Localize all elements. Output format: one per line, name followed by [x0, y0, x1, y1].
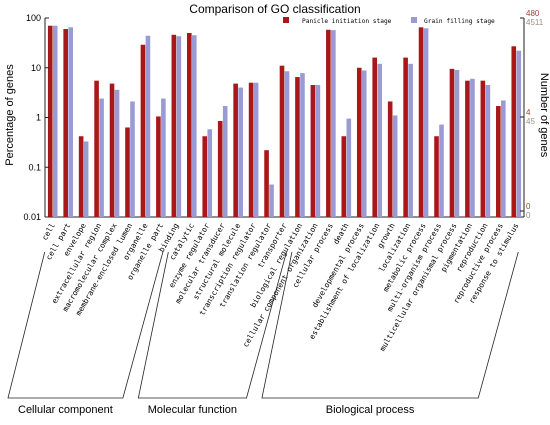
bar-grain-24: [423, 28, 429, 217]
bar-panicle-11: [217, 121, 223, 217]
bar-panicle-9: [186, 32, 192, 218]
bar-panicle-25: [434, 136, 439, 217]
chart-title: Comparison of GO classification: [189, 2, 360, 16]
legend-label-series-b: Grain filling stage: [424, 18, 495, 25]
group-label-2: Biological process: [326, 404, 415, 416]
left-axis-ticks: 0.01 0.1 1 10 100: [23, 13, 49, 222]
bar-panicle-16: [295, 77, 300, 217]
bar-grain-16: [300, 73, 305, 218]
bar-grain-26: [454, 70, 460, 217]
legend-label-series-a: Panicle initiation stage: [302, 18, 392, 25]
bar-grain-19: [346, 118, 352, 217]
bar-grain-28: [485, 85, 491, 217]
bar-grain-18: [331, 30, 336, 218]
bar-panicle-20: [356, 67, 362, 217]
bar-grain-21: [377, 63, 383, 218]
left-tick-label-1: 0.1: [28, 162, 41, 172]
bar-grain-17: [315, 85, 321, 217]
bar-grain-27: [470, 78, 475, 217]
bar-panicle-28: [480, 80, 486, 217]
legend-swatch-series-b: [411, 17, 417, 23]
bar-grain-9: [191, 35, 197, 217]
bar-grain-8: [176, 36, 182, 218]
bar-panicle-14: [264, 150, 269, 217]
bar-panicle-7: [156, 116, 161, 217]
group-bracket-2: [261, 251, 519, 399]
bar-panicle-0: [47, 25, 53, 218]
bar-grain-0: [52, 25, 58, 218]
bar-panicle-21: [372, 57, 378, 217]
bar-panicle-6: [140, 44, 146, 217]
bar-grain-12: [238, 87, 243, 217]
left-tick-label-4: 100: [26, 13, 41, 23]
legend: Panicle initiation stage Grain filling s…: [283, 17, 495, 25]
bar-grain-22: [392, 115, 398, 217]
bar-grain-5: [130, 101, 135, 217]
bar-grain-15: [284, 71, 290, 217]
right-tick-label-a-1: 4: [526, 108, 531, 117]
right-tick-label-a-2: 0: [526, 202, 531, 211]
bar-grain-11: [222, 106, 228, 217]
bar-panicle-5: [125, 127, 130, 217]
right-tick-label-b-0: 4511: [526, 18, 544, 27]
bar-panicle-15: [279, 65, 285, 217]
bar-panicle-4: [109, 83, 115, 217]
group-bracket-0: [7, 251, 164, 399]
bar-panicle-17: [310, 85, 316, 217]
bar-grain-20: [361, 70, 367, 217]
bar-grain-4: [114, 89, 120, 217]
bar-panicle-2: [78, 136, 84, 217]
group-bracket-1: [137, 251, 287, 399]
bar-panicle-13: [248, 82, 254, 217]
group-label-0: Cellular component: [18, 404, 113, 416]
legend-swatch-series-a: [283, 17, 289, 23]
bar-grain-25: [439, 124, 444, 217]
bar-grain-7: [161, 98, 166, 217]
bar-grain-1: [68, 27, 73, 218]
bar-grain-13: [253, 82, 259, 217]
y-axis-label-left: Percentage of genes: [4, 64, 16, 166]
right-tick-label-b-2: 0: [526, 211, 531, 220]
left-tick-label-2: 1: [36, 113, 41, 123]
bar-grain-10: [207, 129, 213, 217]
bar-grain-23: [408, 63, 413, 218]
bar-panicle-23: [403, 57, 408, 217]
bar-panicle-24: [418, 27, 424, 218]
bar-panicle-30: [511, 46, 517, 217]
bar-panicle-18: [326, 29, 331, 217]
left-tick-label-3: 10: [31, 63, 41, 73]
bar-panicle-19: [341, 136, 347, 217]
left-tick-label-0: 0.01: [23, 212, 41, 222]
bar-panicle-29: [496, 106, 501, 217]
bar-panicle-1: [63, 29, 68, 217]
bar-panicle-26: [449, 68, 455, 217]
right-tick-label-a-0: 480: [526, 9, 540, 18]
bar-panicle-22: [387, 101, 393, 217]
group-label-1: Molecular function: [148, 404, 237, 416]
group-brackets: Cellular component Molecular function Biol…: [7, 251, 519, 416]
bar-grain-30: [516, 50, 522, 218]
bar-panicle-12: [233, 83, 238, 217]
bar-panicle-10: [202, 136, 208, 217]
bar-grain-29: [501, 100, 506, 217]
bar-panicle-3: [94, 80, 99, 217]
bar-grain-6: [145, 35, 151, 217]
right-tick-label-b-1: 45: [526, 117, 535, 126]
bar-grain-14: [269, 184, 274, 217]
y-axis-label-right: Number of genes: [538, 73, 550, 158]
bar-panicle-8: [171, 34, 177, 217]
bars: [47, 25, 522, 218]
bar-panicle-27: [465, 80, 470, 217]
bar-grain-3: [99, 98, 104, 217]
bar-grain-2: [83, 141, 89, 217]
